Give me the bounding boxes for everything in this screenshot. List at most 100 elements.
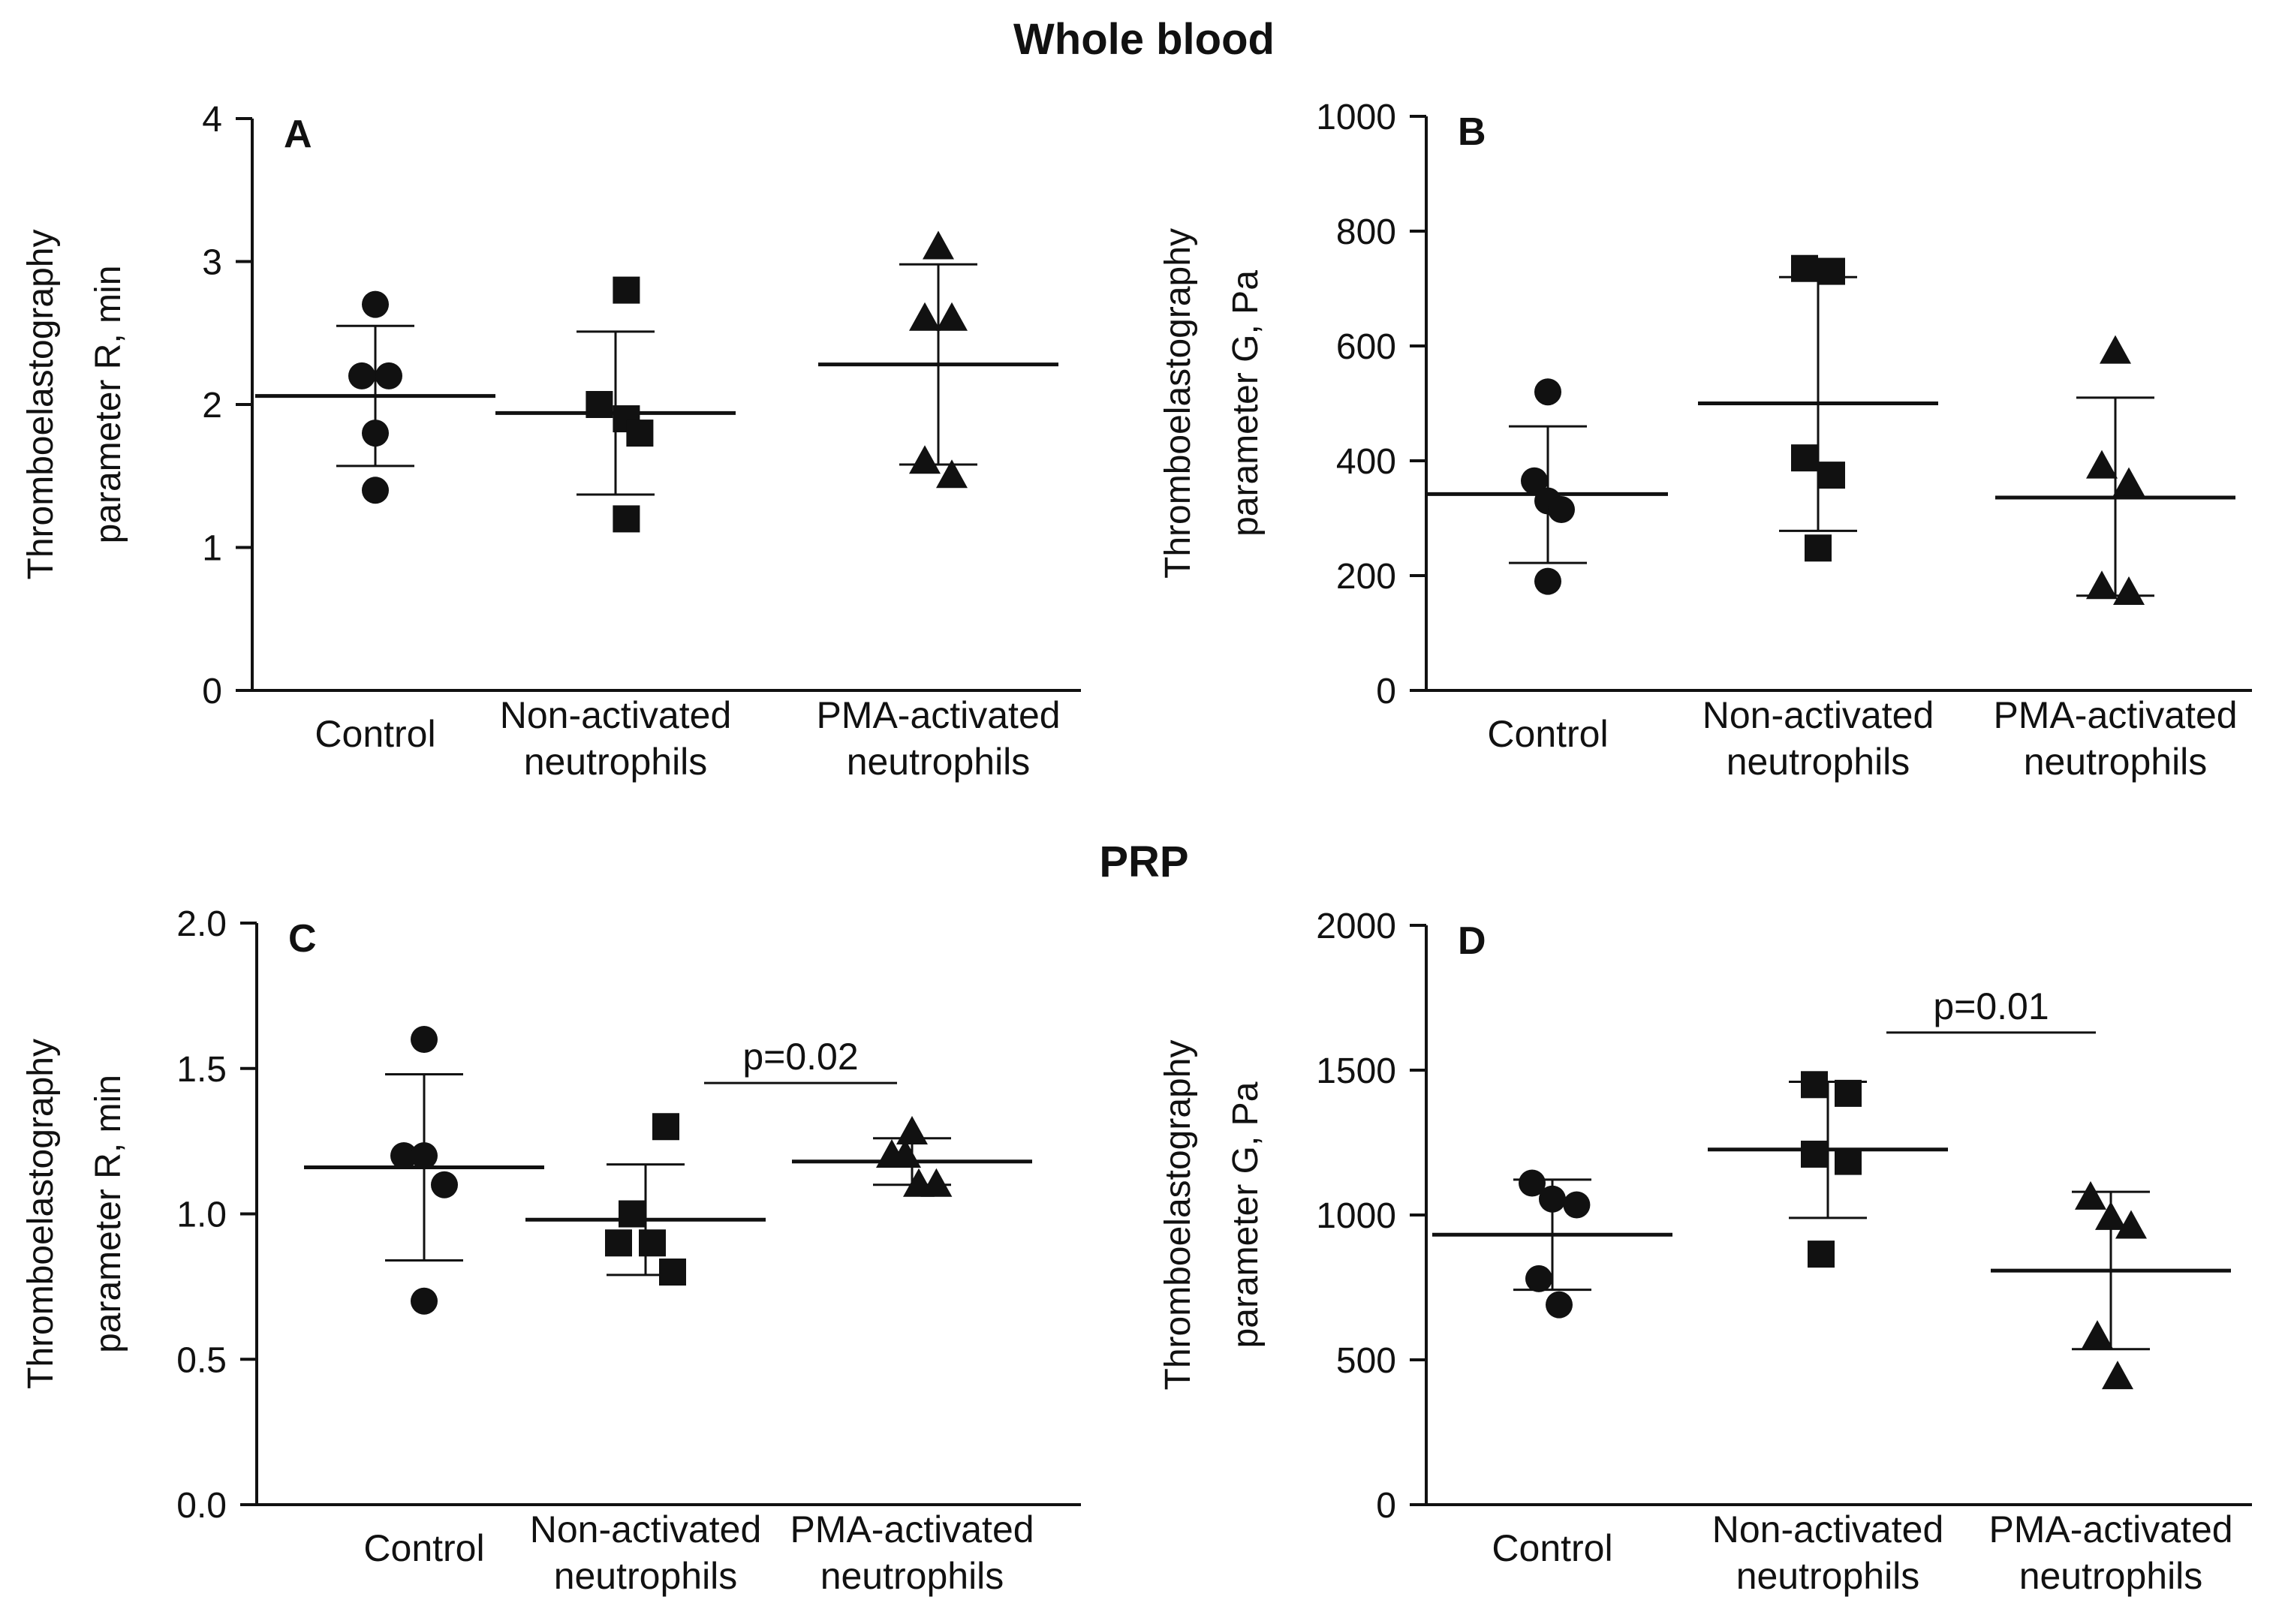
- y-axis-label: Thromboelastography: [1158, 228, 1198, 579]
- series-square: [1708, 1071, 1948, 1268]
- data-point-square: [586, 391, 613, 418]
- data-point-triangle: [896, 1116, 928, 1144]
- panel-letter: B: [1458, 110, 1486, 154]
- section-title-prp: PRP: [1099, 838, 1188, 886]
- data-point-circle: [1539, 1185, 1566, 1213]
- y-tick-label: 400: [1336, 442, 1396, 482]
- series-triangle: [1991, 1180, 2231, 1390]
- y-tick-label: 2.0: [176, 904, 227, 944]
- data-point-triangle: [2113, 576, 2145, 605]
- x-category-label: PMA-activated: [1993, 694, 2237, 736]
- y-axis-label: Thromboelastography: [21, 230, 61, 580]
- data-point-circle: [1519, 1169, 1546, 1197]
- y-tick-label: 0: [202, 672, 222, 711]
- data-point-triangle: [936, 302, 968, 331]
- data-point-triangle: [909, 445, 941, 474]
- section-title-whole-blood: Whole blood: [1013, 15, 1275, 64]
- panel-d: 0 500 1000 1500 2000 D Thromboelastography para…: [1158, 907, 2252, 1597]
- data-point-circle: [411, 1142, 438, 1169]
- data-point-circle: [1563, 1191, 1591, 1219]
- data-point-square: [613, 505, 640, 533]
- data-point-circle: [362, 477, 389, 504]
- data-point-triangle: [890, 1139, 921, 1168]
- y-tick-label: 1500: [1316, 1051, 1396, 1091]
- data-point-square: [1818, 462, 1845, 489]
- y-tick-label: 1.5: [176, 1050, 227, 1090]
- x-category-label: neutrophils: [524, 741, 708, 783]
- data-point-square: [626, 420, 654, 447]
- data-point-circle: [411, 1026, 438, 1053]
- panel-c: 0.0 0.5 1.0 1.5 2.0 C Thromboelastography param…: [21, 904, 1081, 1597]
- series-triangle: [1995, 335, 2235, 605]
- data-point-triangle: [2075, 1180, 2106, 1210]
- data-point-circle: [1525, 1265, 1552, 1292]
- data-point-square: [619, 1200, 646, 1228]
- panel-a: 0 1 2 3 4 A Thromboelastography parameter R, mi…: [21, 100, 1081, 783]
- data-point-triangle: [2086, 450, 2118, 479]
- data-point-circle: [1534, 567, 1561, 595]
- x-category-label: Non-activated: [500, 694, 732, 736]
- data-point-triangle: [2115, 1210, 2147, 1239]
- x-category-label: PMA-activated: [790, 1508, 1034, 1550]
- series-circle: [255, 290, 495, 504]
- series-triangle: [792, 1116, 1032, 1197]
- data-point-square: [605, 1229, 632, 1257]
- data-point-circle: [375, 362, 402, 389]
- data-point-circle: [362, 420, 389, 447]
- data-point-square: [1791, 254, 1818, 282]
- y-tick-label: 4: [202, 100, 222, 140]
- y-axis-label: Thromboelastography: [1158, 1040, 1198, 1391]
- data-point-circle: [1546, 1291, 1573, 1319]
- y-axis-label: parameter R, min: [89, 1075, 128, 1353]
- data-point-triangle: [923, 230, 954, 260]
- data-point-circle: [431, 1171, 458, 1198]
- data-point-triangle: [2100, 335, 2131, 364]
- data-point-triangle: [2082, 1320, 2113, 1349]
- data-point-square: [613, 276, 640, 304]
- data-point-triangle: [2113, 467, 2145, 496]
- x-category-label: neutrophils: [554, 1555, 738, 1597]
- data-point-square: [1808, 1241, 1835, 1268]
- x-category-label: neutrophils: [2024, 741, 2208, 783]
- y-tick-label: 0.5: [176, 1340, 227, 1380]
- data-point-circle: [348, 362, 375, 389]
- data-point-circle: [411, 1287, 438, 1315]
- y-tick-label: 3: [202, 243, 222, 283]
- y-tick-label: 800: [1336, 212, 1396, 252]
- data-point-circle: [362, 290, 389, 318]
- data-point-triangle: [920, 1168, 953, 1197]
- y-tick-label: 0: [1376, 1486, 1396, 1526]
- panel-b: 0 200 400 600 800 1000 B Thromboelastography par…: [1158, 98, 2252, 783]
- data-point-square: [1801, 1140, 1828, 1168]
- y-tick-label: 1.0: [176, 1195, 227, 1235]
- series-circle: [1428, 378, 1668, 595]
- data-point-triangle: [936, 459, 968, 489]
- y-tick-label: 1000: [1316, 1196, 1396, 1236]
- y-tick-label: 500: [1336, 1341, 1396, 1381]
- data-point-circle: [390, 1142, 417, 1169]
- panel-letter: A: [284, 113, 312, 156]
- x-category-label: neutrophils: [820, 1555, 1004, 1597]
- x-category-label: neutrophils: [847, 741, 1031, 783]
- y-tick-label: 2: [202, 386, 222, 426]
- x-category-label: Non-activated: [1702, 694, 1934, 736]
- series-circle: [304, 1026, 544, 1315]
- y-tick-label: 200: [1336, 557, 1396, 597]
- x-category-label: Control: [1492, 1527, 1612, 1569]
- panel-letter: D: [1458, 919, 1486, 963]
- y-tick-label: 0.0: [176, 1486, 227, 1526]
- y-axis-label: parameter G, Pa: [1226, 1081, 1266, 1348]
- data-point-square: [659, 1259, 686, 1286]
- data-point-square: [1835, 1147, 1862, 1175]
- x-category-label: neutrophils: [1736, 1555, 1920, 1597]
- panels: 0 1 2 3 4 A Thromboelastography parameter R, mi…: [21, 98, 2252, 1597]
- x-category-label: Control: [1487, 713, 1608, 755]
- data-point-square: [1801, 1071, 1828, 1099]
- data-point-circle: [1548, 496, 1575, 524]
- y-axis-label: Thromboelastography: [21, 1039, 61, 1389]
- data-point-triangle: [909, 302, 941, 331]
- y-tick-label: 2000: [1316, 907, 1396, 946]
- data-point-triangle: [2102, 1361, 2133, 1390]
- data-point-square: [639, 1229, 666, 1257]
